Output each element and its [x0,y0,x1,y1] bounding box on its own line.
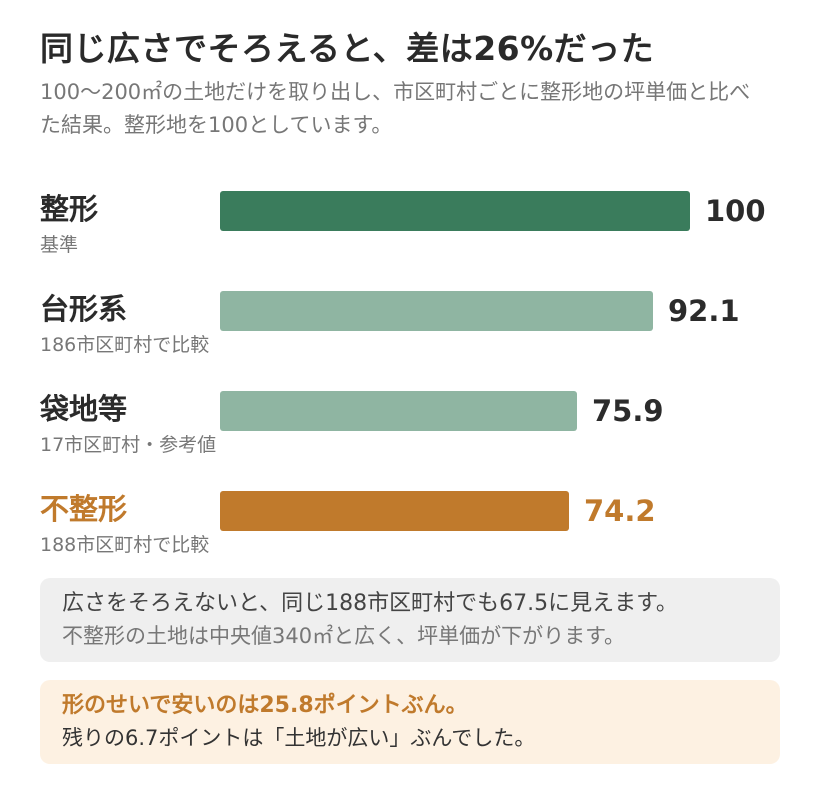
bar-row: 整形基準 100 [0,186,820,276]
bar [220,191,690,231]
bar-row: 袋地等 17市区町村・参考値 75.9 [0,386,820,476]
category-note: 186市区町村で比較 [40,334,210,356]
value-label: 100 [705,194,766,228]
category-label: 台形系 [40,292,128,326]
conclusion-line-1: 形のせいで安いのは25.8ポイントぶん。 [62,693,468,718]
category-note: 188市区町村で比較 [40,534,210,556]
conclusion-box: 形のせいで安いのは25.8ポイントぶん。 残りの6.7ポイントは「土地が広い」ぶ… [40,680,780,764]
value-label: 75.9 [592,394,664,428]
bar-row: 台形系 186市区町村で比較 92.1 [0,286,820,376]
caveat-line-1: 広さをそろえないと、同じ188市区町村でも67.5に見えます。 [62,591,678,616]
bar [220,291,653,331]
category-label: 袋地等 [40,392,128,426]
category-label: 不整形 [40,492,128,526]
value-label: 92.1 [668,294,740,328]
caveat-line-2: 不整形の土地は中央値340㎡と広く、坪単価が下がります。 [62,624,625,648]
category-note: 17市区町村・参考値 [40,434,217,456]
bar [220,491,569,531]
bar-row: 不整形 188市区町村で比較 74.2 [0,486,820,576]
conclusion-line-2: 残りの6.7ポイントは「土地が広い」ぶんでした。 [62,726,536,750]
chart-subtitle: 100〜200㎡の土地だけを取り出し、市区町村ごとに整形地の坪単価と比べた結果。… [40,80,751,137]
bar [220,391,577,431]
chart-title: 同じ広さでそろえると、差は26%だった [40,29,655,68]
caveat-box: 広さをそろえないと、同じ188市区町村でも67.5に見えます。 不整形の土地は中… [40,578,780,662]
category-label: 整形 [40,192,99,226]
category-note: 基準 [40,234,79,256]
value-label: 74.2 [584,494,656,528]
